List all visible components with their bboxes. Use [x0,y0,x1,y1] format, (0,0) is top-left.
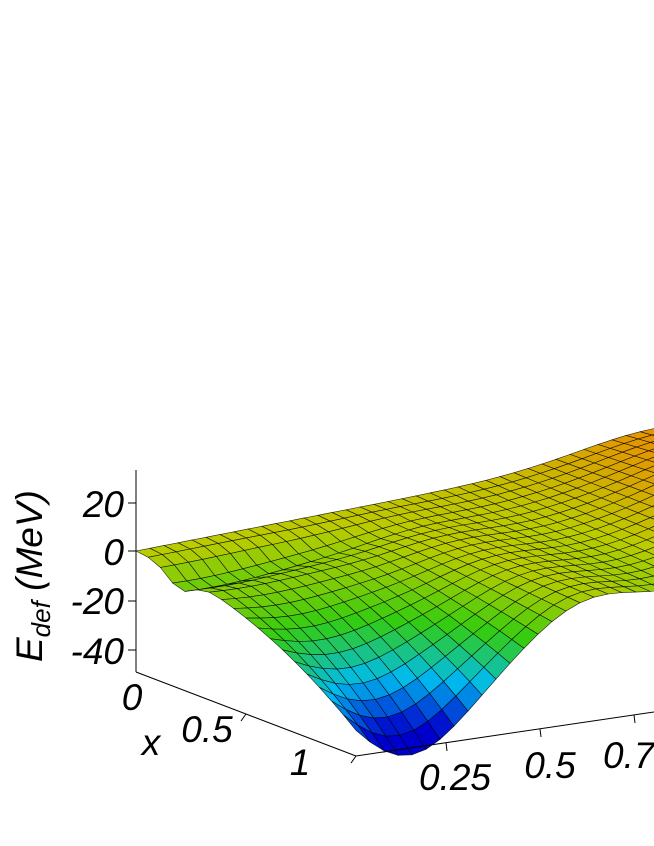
energy-surface [135,428,654,756]
z-axis-label: Edef (MeV) [9,490,56,662]
x-tick-label: 0 [122,677,143,718]
z-tick-label: -40 [71,631,125,672]
z-tick-label: -20 [71,581,125,622]
surface-patch [647,448,654,453]
x-axis-label: x [140,722,162,763]
z-axis-label-main: E [9,636,50,662]
y-tick-label: 0.5 [524,745,576,786]
surface-patch [343,715,371,743]
z-axis-label-sub: def [26,598,56,637]
z-tick-label: 0 [103,532,124,573]
y-axis-line [355,711,654,757]
x-tick-label: 0.5 [181,709,233,750]
x-tick-label: 1 [290,742,311,783]
y-tick-mark [539,728,542,738]
surface-patch [649,515,654,520]
surface-patch [646,456,654,463]
y-tick-mark [633,714,636,724]
surface-patch [645,536,654,544]
z-tick-label: 20 [82,484,125,525]
y-tick-label: 0.75 [603,735,654,776]
z-axis-label-unit: (MeV) [9,490,50,601]
y-tick-label: 0.25 [419,757,491,798]
y-tick-mark [445,742,448,752]
x-tick-mark [350,755,357,764]
axes: 20 0 -20 -40 0 0.5 1 0.25 0.5 0.75 x Ede… [9,470,654,798]
surface-patch [647,526,654,532]
x-tick-mark [240,713,247,722]
